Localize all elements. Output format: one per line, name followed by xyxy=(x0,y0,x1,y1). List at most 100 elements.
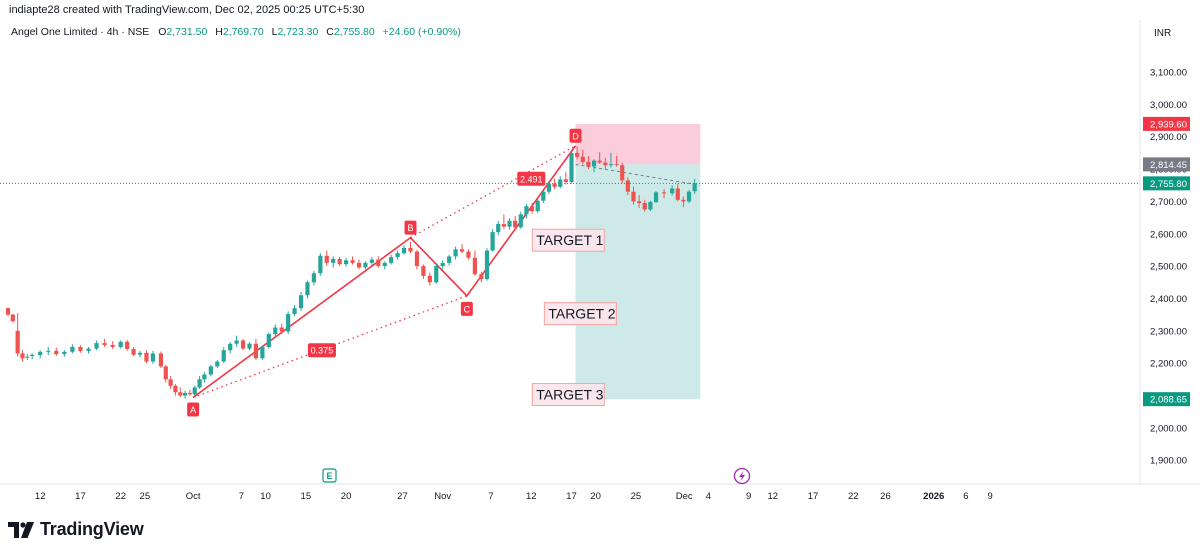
candle xyxy=(20,350,25,362)
time-tick-label: 15 xyxy=(301,491,312,502)
candle xyxy=(529,203,535,214)
candle xyxy=(541,189,546,204)
target-notes[interactable]: TARGET 1 TARGET 2 TARGET 3 xyxy=(531,228,617,407)
target-note-label-1: TARGET 1 xyxy=(536,232,603,248)
candle xyxy=(614,156,619,167)
price-tick-label: 3,000.00 xyxy=(1150,100,1187,111)
stop-loss-zone[interactable] xyxy=(575,123,701,165)
legend-open: 2,731.50 xyxy=(166,26,207,38)
time-tick-label: 9 xyxy=(987,491,992,502)
footer: TradingView xyxy=(0,512,1200,552)
candle xyxy=(311,270,316,286)
candle xyxy=(247,342,252,351)
candle xyxy=(631,186,636,205)
candle xyxy=(580,149,585,165)
candle xyxy=(563,172,568,185)
candle xyxy=(434,262,439,284)
target-price-badge-label: 2,088.65 xyxy=(1150,395,1187,406)
candle xyxy=(208,364,213,377)
time-axis[interactable]: 12 17 22 25 Oct 7 10 15 20 27 Nov 7 12 17 20 25 Dec 4 9 12 1… xyxy=(35,491,993,502)
stop-price-badge-label: 2,939.60 xyxy=(1150,119,1187,130)
candle xyxy=(173,384,178,396)
candle xyxy=(125,339,130,351)
currency-label[interactable]: INR xyxy=(1154,28,1171,39)
pattern-ratio-line-bd xyxy=(410,145,576,239)
candle xyxy=(15,313,20,357)
candle xyxy=(637,194,642,208)
candle xyxy=(513,215,518,230)
candle xyxy=(363,261,368,270)
ratio-badge-1[interactable] xyxy=(307,343,336,358)
time-tick-label: Oct xyxy=(186,491,201,502)
target-price-badge[interactable] xyxy=(1143,392,1190,407)
legend-close: 2,755.80 xyxy=(334,26,375,38)
candle xyxy=(653,191,659,204)
last-price-badge[interactable] xyxy=(1143,176,1190,191)
candle xyxy=(395,250,400,260)
tradingview-logo[interactable]: TradingView xyxy=(8,519,144,540)
candle xyxy=(215,359,220,369)
price-chart[interactable]: Angel One Limited · 4h · NSE O2,731.50 H… xyxy=(0,20,1200,512)
pattern-point-d[interactable] xyxy=(569,128,582,143)
price-tick-label: 2,400.00 xyxy=(1150,294,1187,305)
candle xyxy=(118,340,123,349)
profit-zone[interactable] xyxy=(575,164,701,400)
candle xyxy=(389,254,394,265)
time-tick-label: 7 xyxy=(488,491,493,502)
candle xyxy=(479,271,484,283)
candle xyxy=(46,346,51,356)
candle xyxy=(344,258,349,267)
candle xyxy=(356,259,362,270)
pattern-point-a[interactable] xyxy=(187,402,200,417)
candle xyxy=(459,244,465,254)
target-note-3[interactable] xyxy=(531,383,605,407)
candle xyxy=(234,335,239,347)
candle xyxy=(382,261,387,270)
candle xyxy=(447,254,452,266)
pattern-point-label-a: A xyxy=(190,405,196,415)
time-tick-label: 12 xyxy=(767,491,778,502)
candle xyxy=(597,152,602,164)
candle xyxy=(292,304,297,317)
time-tick-label: 22 xyxy=(848,491,859,502)
price-tick-label: 2,500.00 xyxy=(1150,262,1187,273)
price-tick-label: 2,900.00 xyxy=(1150,132,1187,143)
short-position-tool[interactable] xyxy=(575,123,701,400)
candle xyxy=(350,256,355,265)
candle xyxy=(131,346,136,357)
candle xyxy=(569,149,574,184)
candle xyxy=(681,196,686,208)
time-tick-label: Dec xyxy=(676,491,693,502)
pattern-point-b[interactable] xyxy=(404,220,417,235)
candle xyxy=(273,324,278,338)
ratio-badge-2[interactable] xyxy=(517,171,546,186)
candle xyxy=(86,346,91,354)
legend-change: +24.60 (+0.90%) xyxy=(383,26,461,38)
candle xyxy=(524,203,529,219)
earnings-event-icon[interactable]: E xyxy=(322,468,337,483)
candle xyxy=(337,257,342,267)
price-tick-label: 2,700.00 xyxy=(1150,197,1187,208)
ratio-label-1: 0.375 xyxy=(311,346,334,356)
candle xyxy=(183,390,188,399)
stop-price-badge[interactable] xyxy=(1143,116,1190,131)
pattern-point-c[interactable] xyxy=(460,301,473,316)
price-axis[interactable]: 3,100.003,000.002,900.002,800.002,700.00… xyxy=(1143,68,1190,467)
candle xyxy=(496,220,501,236)
candle xyxy=(546,181,552,195)
entry-price-badge[interactable] xyxy=(1143,157,1190,172)
harmonic-pattern[interactable]: 0.375 2.491 A B C D xyxy=(187,128,582,417)
target-note-2[interactable] xyxy=(543,302,617,326)
candle xyxy=(137,350,143,358)
candle xyxy=(440,260,445,270)
candle xyxy=(608,152,614,168)
lightning-event-icon[interactable] xyxy=(733,467,751,485)
candle xyxy=(591,159,597,173)
candle xyxy=(266,332,271,349)
target-note-1[interactable] xyxy=(531,228,605,252)
time-tick-label: 12 xyxy=(526,491,537,502)
time-tick-label: Nov xyxy=(434,491,451,502)
candle xyxy=(603,157,608,170)
candle xyxy=(586,156,591,170)
candle xyxy=(168,376,173,390)
